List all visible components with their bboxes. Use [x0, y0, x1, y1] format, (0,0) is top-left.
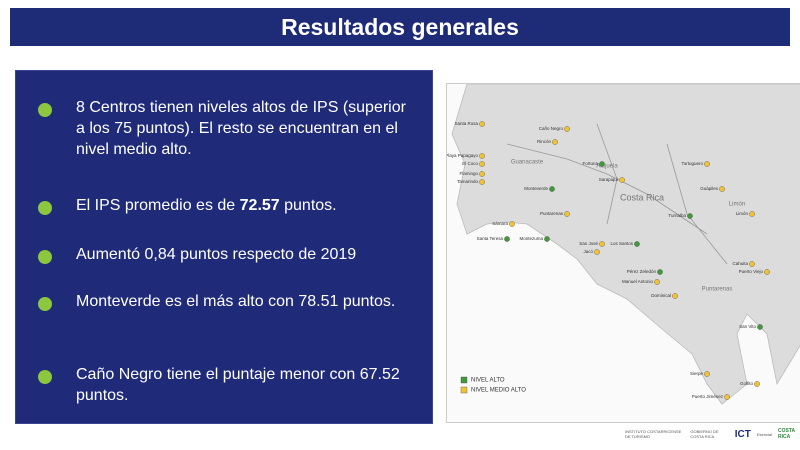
site-marker	[552, 139, 558, 145]
site-marker	[754, 381, 760, 387]
bullet-text: Caño Negro tiene el puntaje menor con 67…	[76, 366, 400, 404]
site-label: Sarapiquí	[599, 177, 619, 182]
site-marker	[564, 211, 570, 217]
map: Guanacaste Alajuela Costa Rica Limón Puntare…	[446, 83, 800, 423]
site-marker	[564, 126, 570, 132]
site-marker	[757, 324, 763, 330]
title: Resultados generales	[10, 8, 790, 46]
site-label: Fortuna	[582, 161, 598, 166]
site-label: Limón	[736, 211, 749, 216]
site-label: Dominical	[651, 293, 671, 298]
site-label: Golfito	[740, 381, 754, 386]
region-label: Puntarenas	[702, 287, 733, 293]
bullet-text: Monteverde es el más alto con 78.51 punt…	[76, 293, 396, 310]
site-label: Guápiles	[700, 186, 719, 191]
site-marker	[672, 293, 678, 299]
site-label: El Coco	[462, 161, 478, 166]
bullet-dot	[38, 250, 52, 264]
site-label: Los Santos	[610, 241, 633, 246]
site-label: Tamarindo	[457, 179, 479, 184]
region-label: Limón	[729, 202, 745, 208]
site-marker	[654, 279, 660, 285]
site-marker	[764, 269, 770, 275]
site-label: Pérez Zeledón	[627, 269, 657, 274]
legend-swatch	[460, 376, 468, 384]
site-label: Montezuma	[519, 236, 543, 241]
site-marker	[509, 221, 515, 227]
site-marker	[634, 241, 640, 247]
site-label: Caño Negro	[539, 126, 564, 131]
bullet-text-after: puntos.	[279, 197, 337, 214]
bullet: 8 Centros tienen niveles altos de IPS (s…	[38, 97, 411, 160]
logos: INSTITUTO COSTARRICENSE DE TURISMO GOBIER…	[625, 422, 800, 446]
site-marker	[479, 153, 485, 159]
site-marker	[704, 371, 710, 377]
bullet: Monteverde es el más alto con 78.51 punt…	[38, 291, 411, 312]
site-marker	[599, 161, 605, 167]
region-label: Guanacaste	[511, 160, 544, 166]
site-marker	[724, 394, 730, 400]
site-label: San José	[579, 241, 598, 246]
site-marker	[549, 186, 555, 192]
site-marker	[657, 269, 663, 275]
bullet-dot	[38, 201, 52, 215]
site-marker	[619, 177, 625, 183]
bullet-dot	[38, 370, 52, 384]
bullet-text: Aumentó 0,84 puntos respecto de 2019	[76, 246, 357, 263]
site-label: Santa Teresa	[477, 236, 504, 241]
site-label: Puerto Viejo	[739, 269, 764, 274]
site-marker	[594, 249, 600, 255]
site-marker	[479, 171, 485, 177]
site-marker	[479, 121, 485, 127]
logo-text: COSTA RICA	[777, 428, 795, 440]
legend-label: NIVEL MEDIO ALTO	[471, 388, 526, 394]
legend-swatch	[460, 386, 468, 394]
site-label: Puntarenas	[540, 211, 564, 216]
logo-text: INSTITUTO COSTARRICENSE DE TURISMO	[625, 429, 682, 439]
bullet-dot	[38, 103, 52, 117]
site-label: San Vito	[739, 324, 756, 329]
logo-text: GOBIERNO DE COSTA RICA	[690, 429, 719, 439]
bullet-text: 8 Centros tienen niveles altos de IPS (s…	[76, 99, 406, 158]
site-marker	[479, 161, 485, 167]
region-label: Alajuela	[596, 164, 618, 170]
map-svg: Guanacaste Alajuela Costa Rica Limón Puntare…	[447, 84, 800, 405]
site-label: Sierpe	[690, 371, 704, 376]
site-label: Puerto Jiménez	[692, 394, 724, 399]
land	[451, 84, 800, 405]
site-label: Monteverde	[524, 186, 548, 191]
borders	[506, 123, 728, 265]
bullet-dot	[38, 297, 52, 311]
site-marker	[479, 179, 485, 185]
bullet-panel: 8 Centros tienen niveles altos de IPS (s…	[15, 70, 433, 424]
site-marker	[599, 241, 605, 247]
bullet: El IPS promedio es de 72.57 puntos.	[38, 195, 411, 216]
site-label: Manuel Antonio	[622, 279, 654, 284]
bullet: Caño Negro tiene el puntaje menor con 67…	[38, 364, 411, 406]
site-marker	[749, 211, 755, 217]
bullet: Aumentó 0,84 puntos respecto de 2019	[38, 244, 411, 265]
site-label: Rincón	[537, 139, 552, 144]
bullet-bold: 72.57	[239, 197, 280, 214]
site-marker	[719, 186, 725, 192]
site-marker	[687, 213, 693, 219]
site-label: Jacó	[583, 249, 593, 254]
site-marker	[544, 236, 550, 242]
bullet-text: El IPS promedio es de	[76, 197, 240, 214]
site-marker	[504, 236, 510, 242]
site-label: Santa Rosa	[454, 121, 478, 126]
site-label: Playa Papagayo	[447, 153, 478, 158]
site-label: Tortuguero	[681, 161, 703, 166]
region-label: Costa Rica	[620, 192, 664, 202]
site-label: Cahuita	[732, 261, 748, 266]
site-label: Flamingo	[459, 171, 478, 176]
site-label: Turrialba	[668, 213, 686, 218]
logo-text: ICT	[734, 428, 751, 440]
legend-label: NIVEL ALTO	[471, 378, 505, 384]
site-label: Sámara	[492, 221, 508, 226]
site-marker	[749, 261, 755, 267]
logo-text: Esencial	[756, 431, 772, 437]
site-marker	[704, 161, 710, 167]
